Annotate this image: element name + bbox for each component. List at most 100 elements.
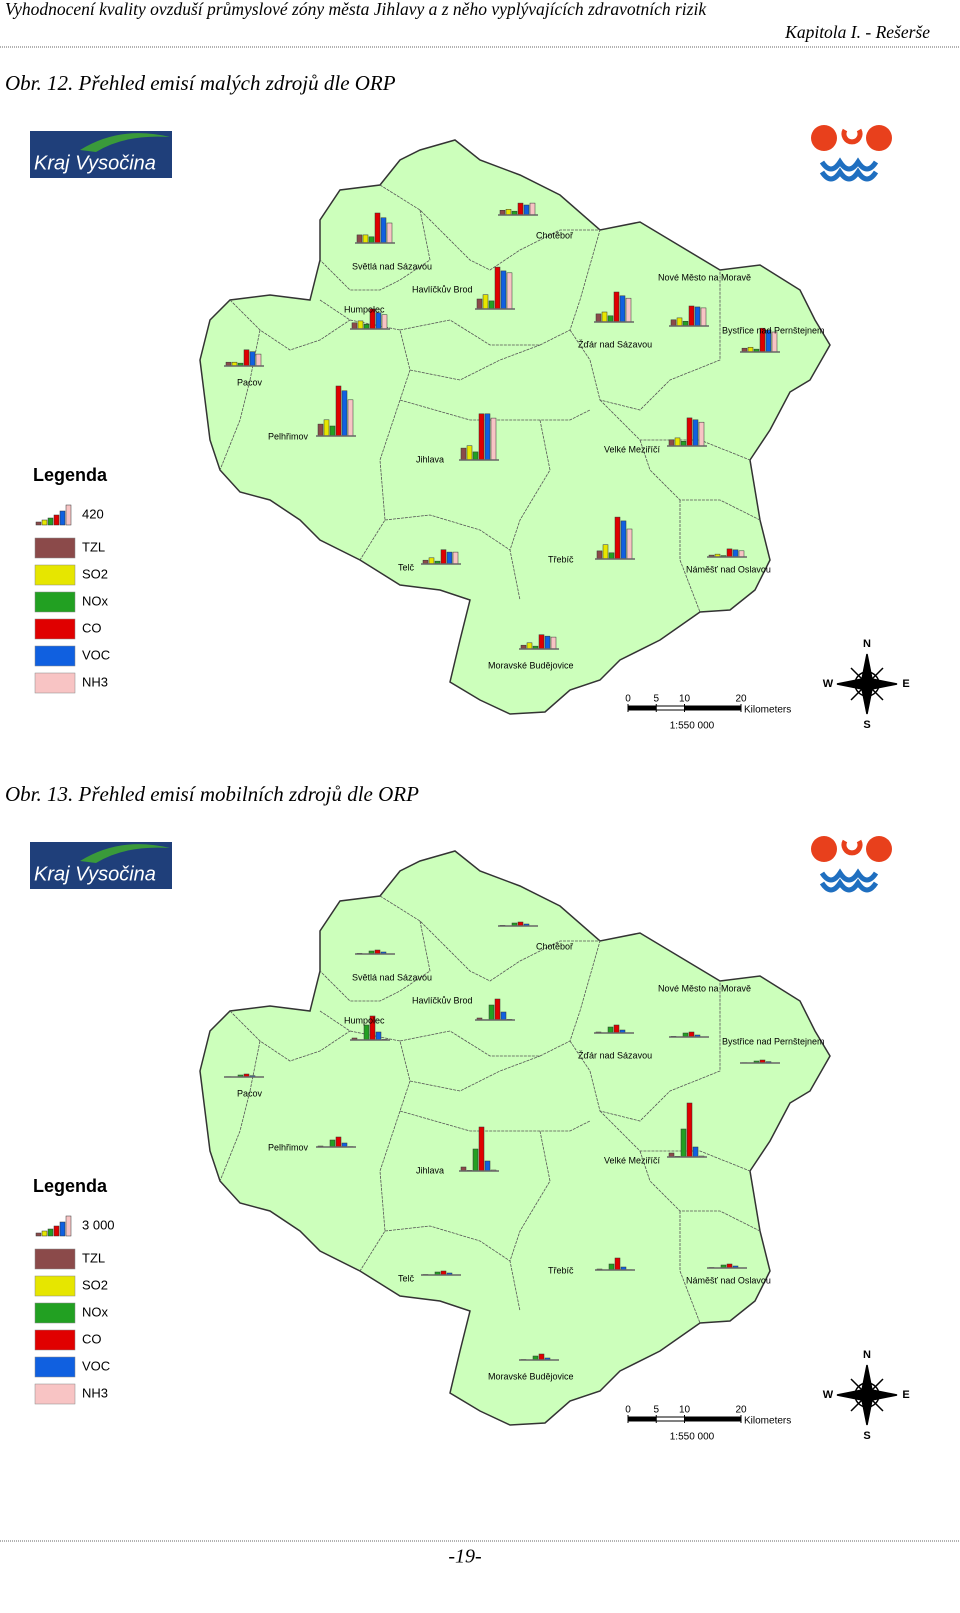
district-label: Pelhřimov	[268, 431, 309, 441]
legend-swatch	[34, 618, 76, 640]
emission-bar	[544, 635, 551, 650]
emission-bar	[386, 222, 393, 244]
emission-bar	[686, 417, 693, 447]
emission-bar	[490, 417, 497, 461]
logo-right	[811, 836, 892, 893]
district-label: Pacov	[237, 377, 263, 387]
district-label: Nové Město na Moravě	[658, 983, 751, 993]
legend-swatch	[34, 564, 76, 586]
district-border	[319, 1010, 411, 1272]
emission-bar	[362, 234, 369, 244]
compass-rose	[836, 1364, 898, 1426]
legend-swatch	[34, 1248, 76, 1270]
emission-bar	[538, 1353, 545, 1361]
emission-bar	[335, 385, 342, 437]
emission-bar	[732, 549, 739, 558]
legend-label: TZL	[82, 1250, 105, 1265]
logo-right	[811, 125, 892, 182]
emission-bar	[670, 319, 677, 327]
logo-dot	[811, 125, 837, 151]
emission-bar	[538, 634, 545, 650]
emission-bar	[608, 1263, 615, 1271]
emission-bar	[620, 520, 627, 560]
emission-bar	[738, 550, 745, 558]
legend-sample-bar	[53, 1225, 60, 1237]
emission-bar	[674, 437, 681, 447]
logo-dot	[866, 125, 892, 151]
emission-bar	[323, 419, 330, 437]
legend-sample-bar	[53, 514, 60, 526]
emission-bar	[329, 425, 336, 437]
scale-tick-label: 10	[679, 694, 691, 705]
page-number: -19-	[448, 1546, 481, 1568]
figure: Obr. 13. Přehled emisí mobilních zdrojů …	[5, 782, 910, 1443]
legend-swatch	[34, 1329, 76, 1351]
district-border	[409, 1055, 541, 1092]
emission-bar	[726, 548, 733, 558]
legend-sample-bar	[65, 504, 72, 526]
district-label: Nové Město na Moravě	[658, 272, 751, 282]
emission-bar	[249, 351, 256, 367]
district-border	[679, 500, 701, 613]
legend-label: NOx	[82, 1304, 109, 1319]
legend-sample-bar	[35, 521, 42, 526]
legend-swatch	[34, 1275, 76, 1297]
emission-bar	[698, 421, 705, 447]
legend-sample-bar	[47, 517, 54, 526]
compass-e: E	[902, 1389, 909, 1401]
district-border	[599, 1110, 751, 1172]
emission-bar	[476, 298, 483, 310]
emission-bar	[380, 217, 387, 244]
emission-bar	[614, 1257, 621, 1271]
legend-swatch	[34, 1302, 76, 1324]
logo-text: Kraj Vysočina	[34, 863, 156, 885]
legend-scale-label: 420	[82, 506, 104, 521]
district-label: Velké Meziříčí	[604, 1155, 661, 1165]
legend-swatch	[34, 1356, 76, 1378]
district-border	[384, 1225, 511, 1262]
district-border	[319, 920, 431, 1002]
district-border	[229, 1010, 351, 1062]
emission-bar	[375, 1031, 382, 1041]
scale-ratio: 1:550 000	[670, 721, 715, 732]
emission-bar	[607, 315, 614, 323]
district-label: Telč	[398, 1273, 415, 1283]
legend-label: SO2	[82, 1277, 108, 1292]
legend-swatch	[34, 672, 76, 694]
district-label: Velké Meziříčí	[604, 444, 661, 454]
scale-tick-label: 10	[679, 1405, 691, 1416]
district-border	[569, 981, 721, 1122]
scale-tick-label: 0	[625, 1405, 631, 1416]
district-label: Žďár nad Sázavou	[578, 339, 652, 349]
emission-bar	[613, 291, 620, 323]
logo-arc	[841, 839, 863, 856]
district-label: Náměšť nad Oslavou	[686, 564, 771, 574]
emission-bar	[428, 557, 435, 565]
district-label: Chotěboř	[536, 230, 574, 240]
emission-bar	[452, 551, 459, 565]
district-label: Pacov	[237, 1088, 263, 1098]
compass-ring	[854, 671, 880, 697]
compass-s: S	[863, 1430, 870, 1442]
scale-unit: Kilometers	[744, 1416, 791, 1427]
emission-bar	[484, 1160, 491, 1172]
emission-bar	[255, 353, 262, 367]
district-label: Bystřice nad Pernštejnem	[722, 1036, 825, 1046]
compass-s: S	[863, 719, 870, 731]
district-label: Telč	[398, 562, 415, 572]
scale-tick-label: 0	[625, 694, 631, 705]
emission-bar	[523, 204, 530, 216]
district-label: Humpolec	[344, 1015, 385, 1025]
figure-caption: Obr. 12. Přehled emisí malých zdrojů dle…	[5, 71, 396, 95]
legend-sample-bar	[47, 1228, 54, 1237]
logo-swoosh	[80, 844, 170, 863]
scale-unit: Kilometers	[744, 705, 791, 716]
district-border	[219, 1040, 261, 1182]
emission-bar	[488, 1004, 495, 1021]
legend-scale-label: 3 000	[82, 1217, 115, 1232]
district-label: Moravské Budějovice	[488, 660, 574, 670]
district-border	[509, 419, 551, 601]
emission-bar	[607, 1026, 614, 1034]
district-label: Světlá nad Sázavou	[352, 261, 432, 271]
district-border	[679, 1211, 701, 1324]
